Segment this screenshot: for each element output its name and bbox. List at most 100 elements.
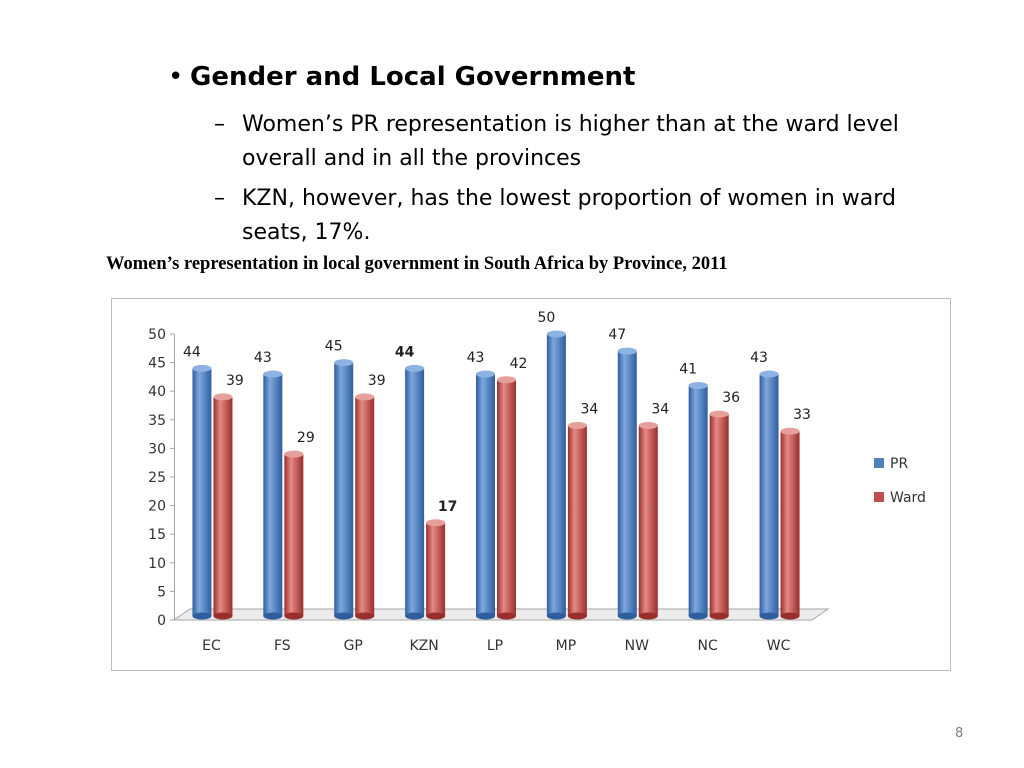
bar-base xyxy=(497,612,516,620)
data-label: 34 xyxy=(651,402,669,418)
y-tick-label: 40 xyxy=(148,384,166,400)
y-tick-label: 45 xyxy=(148,356,166,372)
bar-base xyxy=(546,612,566,620)
bar-pr xyxy=(759,374,779,616)
x-tick-label: GP xyxy=(344,638,363,654)
bar-base xyxy=(355,612,375,620)
slide-heading: Gender and Local Government xyxy=(190,62,636,92)
bar-top xyxy=(426,519,446,527)
bar-top xyxy=(284,450,304,458)
bar-chart: 0 5 10 15 20 25 30 35 40 45 50 44 39 EC 43 29 FS 45 39 GP 44… xyxy=(148,310,926,654)
data-label: 36 xyxy=(722,390,740,406)
bar-top xyxy=(759,370,779,378)
x-tick-label: NW xyxy=(625,638,649,654)
bar-top xyxy=(405,364,425,372)
bar-ward xyxy=(638,425,658,616)
y-tick-label: 35 xyxy=(148,413,166,429)
legend-label-ward: Ward xyxy=(890,490,926,506)
bar-top xyxy=(213,393,233,401)
x-tick-label: KZN xyxy=(409,638,438,654)
data-label: 44 xyxy=(395,344,415,360)
y-tick-label: 15 xyxy=(148,527,166,543)
bar-ward xyxy=(284,454,304,616)
bar-pr xyxy=(546,334,566,616)
legend-swatch-pr xyxy=(874,458,884,468)
x-tick-label: MP xyxy=(556,638,577,654)
bar-base xyxy=(284,612,304,620)
bar-base xyxy=(213,612,233,620)
x-tick-label: WC xyxy=(767,638,791,654)
bar-pr xyxy=(263,374,283,616)
bar-base xyxy=(638,612,658,620)
bar-top xyxy=(567,422,587,430)
main-bullet: • Gender and Local Government xyxy=(168,62,635,92)
bar-base xyxy=(263,612,283,620)
sub-point-1: – Women’s PR representation is higher th… xyxy=(214,108,954,176)
bar-base xyxy=(334,612,354,620)
legend-label-pr: PR xyxy=(890,456,908,472)
data-label: 39 xyxy=(226,373,244,389)
y-tick-label: 10 xyxy=(148,556,166,572)
x-tick-label: NC xyxy=(698,638,718,654)
bar-pr xyxy=(688,385,708,616)
data-label: 44 xyxy=(183,344,201,360)
bar-pr xyxy=(617,351,637,616)
data-label: 17 xyxy=(438,499,457,515)
bar-top xyxy=(780,427,800,435)
bar-top xyxy=(497,376,516,384)
data-label: 41 xyxy=(679,361,697,377)
data-label: 47 xyxy=(608,327,626,343)
data-label: 43 xyxy=(467,350,485,366)
bar-ward xyxy=(355,396,375,616)
dash-marker: – xyxy=(214,186,225,211)
data-label: 29 xyxy=(297,430,315,446)
bar-base xyxy=(426,612,446,620)
bar-top xyxy=(638,422,658,430)
sub-point-text: Women’s PR representation is higher than… xyxy=(242,112,899,171)
bar-ward xyxy=(709,414,729,616)
bar-pr xyxy=(192,368,212,616)
bar-top xyxy=(355,393,375,401)
legend-swatch-ward xyxy=(874,492,884,502)
bar-top xyxy=(688,381,708,389)
bar-ward xyxy=(426,522,446,616)
sub-point-text: KZN, however, has the lowest proportion … xyxy=(242,186,896,245)
bar-pr xyxy=(334,362,354,616)
bar-base xyxy=(780,612,800,620)
bar-top xyxy=(263,370,283,378)
bar-top xyxy=(709,410,729,418)
bar-top xyxy=(617,347,637,355)
chart-container: 0 5 10 15 20 25 30 35 40 45 50 44 39 EC 43 29 FS 45 39 GP 44… xyxy=(111,298,951,671)
data-label: 34 xyxy=(580,402,598,418)
bar-base xyxy=(405,612,425,620)
y-tick-label: 30 xyxy=(148,441,166,457)
bar-ward xyxy=(780,431,800,616)
sub-point-2: – KZN, however, has the lowest proportio… xyxy=(214,182,954,250)
y-tick-label: 25 xyxy=(148,470,166,486)
bullet-marker: • xyxy=(168,62,184,92)
bar-ward xyxy=(497,379,516,616)
chart-title: Women’s representation in local governme… xyxy=(106,254,728,274)
bar-top xyxy=(192,364,212,372)
dash-marker: – xyxy=(214,112,225,137)
y-tick-label: 20 xyxy=(148,499,166,515)
x-tick-label: LP xyxy=(487,638,503,654)
bar-top xyxy=(334,359,354,367)
data-label: 33 xyxy=(793,407,811,423)
bar-base xyxy=(688,612,708,620)
data-label: 43 xyxy=(254,350,272,366)
y-tick-label: 0 xyxy=(157,613,166,629)
bar-base xyxy=(567,612,587,620)
bar-base xyxy=(192,612,212,620)
bar-ward xyxy=(213,396,233,616)
bar-base xyxy=(617,612,637,620)
y-tick-label: 5 xyxy=(157,584,166,600)
bar-top xyxy=(476,370,495,378)
x-tick-label: FS xyxy=(274,638,291,654)
y-tick-label: 50 xyxy=(148,327,166,343)
page-number: 8 xyxy=(955,726,964,741)
data-label: 42 xyxy=(510,356,528,372)
x-tick-label: EC xyxy=(202,638,221,654)
bar-top xyxy=(546,330,566,338)
bar-base xyxy=(476,612,495,620)
